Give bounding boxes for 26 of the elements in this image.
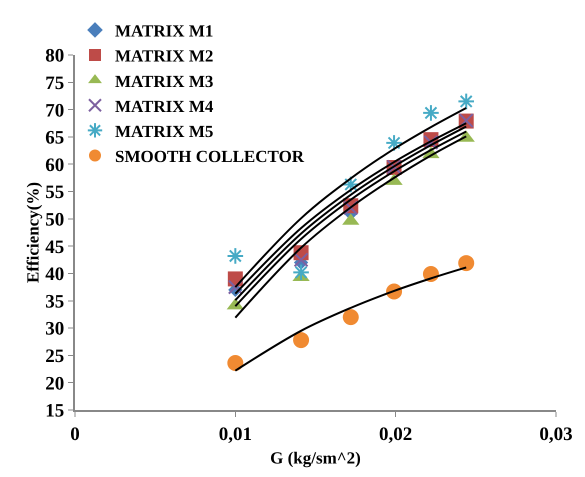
y-tick-label: 70 [45, 100, 64, 122]
x-tick-label: 0,01 [218, 424, 252, 445]
y-tick-label: 80 [45, 46, 64, 67]
y-tick-label: 75 [45, 72, 64, 94]
y-tick-label: 30 [45, 318, 64, 340]
y-axis-title: Efficiency(%) [23, 182, 42, 284]
y-tick-label: 65 [45, 128, 64, 149]
legend-label: MATRIX M2 [115, 46, 214, 66]
y-tick-label: 20 [45, 373, 64, 394]
y-tick-label: 60 [45, 154, 64, 176]
y-tick-label: 40 [45, 264, 64, 286]
legend-label: MATRIX M4 [115, 96, 214, 116]
y-tick-label: 35 [45, 291, 64, 312]
x-tick-label: 0,03 [539, 424, 573, 445]
y-tick-label: 45 [45, 236, 64, 258]
y-tick-label: 55 [45, 182, 64, 204]
x-tick-label: 0,02 [379, 424, 412, 445]
y-tick-label: 25 [45, 346, 64, 368]
legend-label: MATRIX M5 [115, 122, 214, 141]
legend-label: MATRIX M1 [115, 22, 214, 41]
y-tick-label: 15 [45, 400, 64, 422]
x-axis-title: G (kg/sm^2) [270, 448, 361, 468]
legend-label: SMOOTH COLLECTOR [115, 147, 305, 166]
y-tick-label: 50 [45, 210, 64, 230]
x-tick-label: 0 [70, 424, 80, 445]
legend-label: MATRIX M3 [115, 72, 214, 91]
